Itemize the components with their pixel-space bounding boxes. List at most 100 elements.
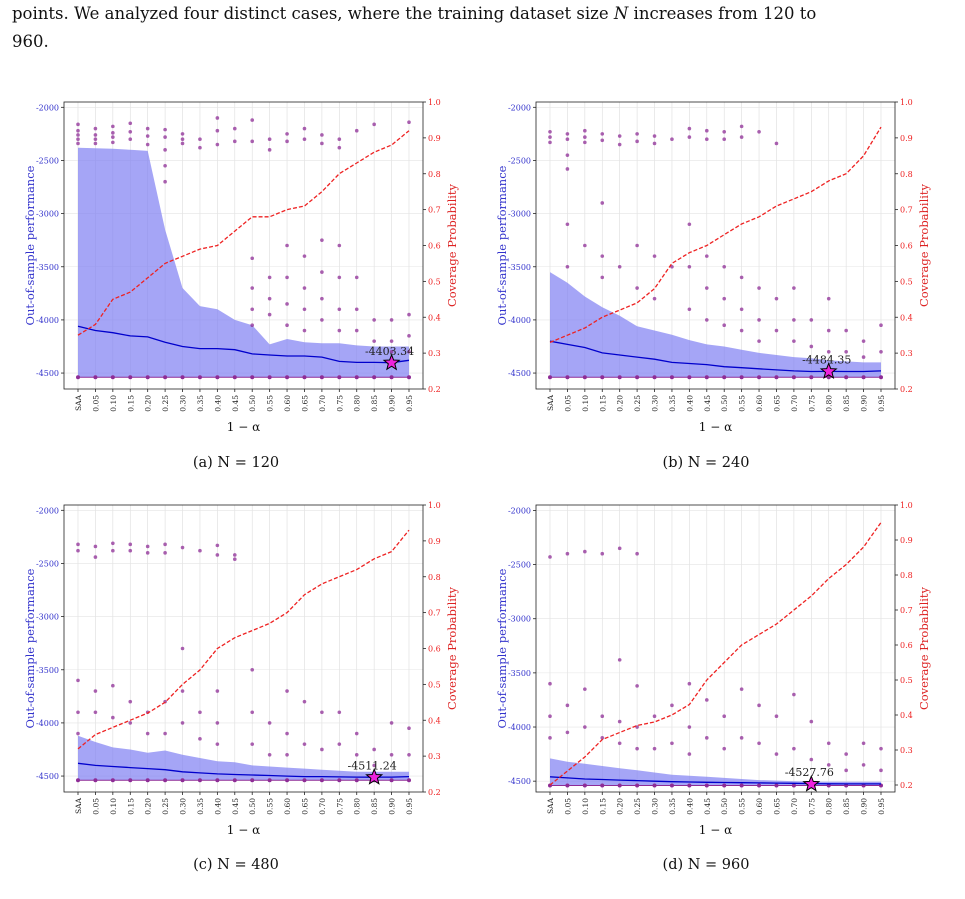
scatter-point <box>583 128 587 133</box>
x-tick-label: 0.20 <box>144 798 153 815</box>
scatter-point <box>583 135 587 139</box>
scatter-point <box>354 752 359 757</box>
scatter-point <box>600 201 605 205</box>
scatter-point <box>617 546 622 551</box>
scatter-point <box>548 681 552 686</box>
scatter-point <box>267 296 272 301</box>
scatter-point <box>250 139 255 144</box>
x-tick-label: 0.15 <box>598 798 607 815</box>
y2-tick-label: 0.9 <box>428 134 441 143</box>
scatter-point <box>163 179 167 184</box>
x-tick-label: 0.25 <box>633 798 642 815</box>
scatter-point <box>739 275 744 280</box>
confidence-band <box>550 272 881 378</box>
scatter-point <box>128 699 133 704</box>
x-tick-label: 0.80 <box>353 395 362 412</box>
scatter-point <box>826 763 831 767</box>
scatter-point <box>687 135 692 139</box>
caption-c: (c) N = 480 <box>193 857 279 873</box>
x-tick-label: 0.80 <box>825 798 834 815</box>
scatter-point <box>93 555 98 559</box>
x-tick-label: 0.85 <box>842 798 851 815</box>
x-tick-label: 0.25 <box>633 395 642 412</box>
scatter-point <box>670 137 674 142</box>
scatter-point <box>687 264 692 269</box>
scatter-point <box>320 296 324 301</box>
scatter-point <box>809 318 814 322</box>
scatter-point <box>215 689 220 693</box>
scatter-point <box>844 752 848 756</box>
scatter-point <box>792 746 796 751</box>
y2-tick-label: 0.5 <box>428 277 441 286</box>
scatter-point <box>809 719 814 724</box>
scatter-point <box>250 323 255 328</box>
y-tick-label: -2500 <box>508 561 531 570</box>
scatter-point <box>774 752 779 756</box>
scatter-point <box>320 318 324 322</box>
x-axis-label: 1 − α <box>227 420 260 434</box>
y2-tick-label: 0.9 <box>428 537 441 546</box>
y2-tick-label: 0.6 <box>428 242 441 251</box>
x-tick-label: 0.65 <box>300 395 309 412</box>
x-tick-label: SAA <box>546 394 555 411</box>
y2-tick-label: 0.4 <box>900 711 913 720</box>
y2-tick-label: 1.0 <box>900 98 913 107</box>
scatter-point <box>565 222 570 227</box>
y2-tick-label: 0.9 <box>900 536 913 545</box>
scatter-point <box>267 275 272 280</box>
scatter-point <box>111 715 115 720</box>
scatter-point <box>704 254 709 258</box>
scatter-point <box>337 243 342 248</box>
scatter-point <box>232 553 237 557</box>
x-tick-label: 0.10 <box>581 798 590 815</box>
chart-panel-b: -4484.35 -4500 -4000 -3500 -3000 -2500 -2000 0.… <box>495 92 950 452</box>
scatter-point <box>757 339 761 343</box>
scatter-point <box>128 121 133 126</box>
best-value-label: -4511.24 <box>348 759 397 772</box>
scatter-point <box>267 137 272 142</box>
scatter-point <box>861 339 866 343</box>
x-tick-label: 0.45 <box>231 798 240 815</box>
y-tick-label: -3500 <box>36 666 59 675</box>
scatter-point <box>302 126 307 131</box>
scatter-point <box>774 141 779 146</box>
scatter-point <box>617 741 622 746</box>
scatter-point <box>93 689 98 693</box>
scatter-point <box>145 126 150 131</box>
scatter-point <box>407 752 411 757</box>
scatter-point <box>215 116 220 120</box>
caption-b: (b) N = 240 <box>662 455 750 471</box>
x-tick-label: 0.25 <box>161 798 170 815</box>
scatter-point <box>232 139 237 144</box>
scatter-point <box>198 137 202 142</box>
scatter-point <box>111 135 115 139</box>
scatter-point <box>354 307 359 312</box>
scatter-point <box>111 548 115 553</box>
y-tick-label: -4500 <box>508 777 531 786</box>
scatter-point <box>163 542 167 547</box>
scatter-point <box>617 658 622 662</box>
scatter-point <box>548 714 552 718</box>
coverage-line <box>549 522 882 786</box>
x-tick-label: 0.20 <box>616 395 625 412</box>
scatter-point <box>704 318 709 322</box>
x-tick-label: 0.60 <box>755 798 764 815</box>
scatter-point <box>337 710 342 715</box>
scatter-point <box>93 710 98 715</box>
scatter-point <box>389 318 394 322</box>
scatter-point <box>302 307 307 312</box>
scatter-point <box>687 222 692 227</box>
scatter-point <box>704 698 709 702</box>
y2-tick-label: 0.5 <box>428 680 441 689</box>
scatter-point <box>670 703 674 708</box>
x-tick-label: 0.65 <box>300 798 309 815</box>
intro-line1-pre: points. We analyzed four distinct cases,… <box>12 4 614 23</box>
scatter-point <box>687 725 692 729</box>
scatter-point <box>407 120 411 124</box>
y2-tick-label: 0.6 <box>900 242 913 251</box>
x-axis-label: 1 − α <box>699 823 732 837</box>
scatter-point <box>565 137 570 142</box>
x-tick-label: 0.10 <box>109 395 118 412</box>
mean-line <box>77 762 410 778</box>
x-tick-label: 0.40 <box>213 798 222 815</box>
